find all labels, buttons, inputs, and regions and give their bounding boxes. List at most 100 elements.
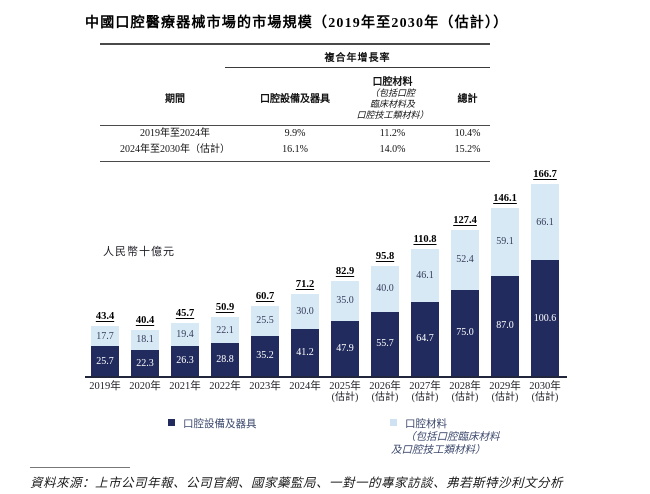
bar-segment-value: 47.9 — [336, 342, 354, 354]
cagr-group-header: 複合年增長率 — [225, 45, 490, 68]
bar-segment-value: 22.1 — [216, 324, 234, 336]
materials-legend-swatch-icon — [390, 419, 397, 426]
x-axis-tick-label: 2022年 — [209, 381, 241, 392]
bar-segment-equipment: 35.2 — [251, 335, 279, 376]
bar-segment-value: 55.7 — [376, 338, 394, 350]
bar-segment-materials: 59.1 — [491, 208, 519, 276]
bar-total-label: 95.8 — [375, 250, 395, 262]
bar-segment-materials: 30.0 — [291, 294, 319, 329]
bar-column: 40.4 18.1 22.3 — [125, 315, 165, 376]
bar-segment-value: 46.1 — [416, 269, 434, 281]
y-axis-unit-label: 人民幣十億元 — [103, 246, 175, 258]
bar-column: 95.8 40.0 55.7 — [365, 251, 405, 376]
bar-segment-value: 64.7 — [416, 333, 434, 345]
legend-equipment-label: 口腔設備及器具 — [183, 419, 257, 430]
bar-segment-equipment: 26.3 — [171, 345, 199, 376]
bar-segment-value: 75.0 — [456, 327, 474, 339]
bar-segment-materials: 18.1 — [131, 329, 159, 351]
bar-segment-materials: 46.1 — [411, 248, 439, 302]
x-axis-labels: 2019年 2020年 2021年 2022年 2023年 2024年 2025年 (估計) 2… — [85, 381, 567, 403]
table-row: 2019年至2024年 9.9% 11.2% 10.4% — [100, 126, 490, 142]
bar-column: 127.4 52.4 75.0 — [445, 215, 485, 376]
bar-total-label: 60.7 — [255, 291, 275, 303]
row2-equipment: 16.1% — [282, 144, 308, 155]
x-axis-line — [85, 376, 567, 378]
bar-segment-materials: 40.0 — [371, 265, 399, 312]
bar-segment-equipment: 47.9 — [331, 320, 359, 376]
bar-segment-materials: 52.4 — [451, 229, 479, 290]
legend-materials-label: 口腔材料 — [405, 419, 447, 430]
row1-period: 2019年至2024年 — [140, 128, 210, 139]
page-title: 中國口腔醫療器械市場的市場規模（2019年至2030年（估計）） — [85, 16, 509, 31]
bar-segment-value: 26.3 — [176, 355, 194, 367]
bar-segment-equipment: 22.3 — [131, 350, 159, 376]
bar-segment-value: 22.3 — [136, 357, 154, 369]
bar-segment-materials: 22.1 — [211, 317, 239, 343]
bar-segment-value: 87.0 — [496, 320, 514, 332]
bar-segment-equipment: 64.7 — [411, 301, 439, 376]
col-header-materials-title: 口腔材料 — [372, 77, 413, 88]
legend-materials-subline1: （包括口腔臨床材料 — [405, 432, 500, 443]
bar-total-label: 40.4 — [135, 314, 155, 326]
col-header-total: 總計 — [457, 93, 478, 105]
bar-segment-materials: 19.4 — [171, 323, 199, 346]
materials-subnote-line1: （包括口腔 — [369, 88, 415, 98]
x-axis-tick-label: 2019年 — [89, 381, 121, 392]
row1-materials: 11.2% — [379, 128, 406, 139]
source-note: 資料來源：上市公司年報、公司官網、國家藥監局、一對一的專家訪談、弗若斯特沙利文分… — [30, 476, 564, 490]
bar-total-label: 110.8 — [413, 233, 437, 245]
col-header-equipment: 口腔設備及器具 — [260, 93, 330, 105]
legend-materials-label-block: 口腔材料 （包括口腔臨床材料 及口腔技工類材料） — [391, 416, 500, 457]
col-header-materials: 口腔材料 （包括口腔 臨床材料及 口腔技工類材料） — [340, 73, 445, 121]
bar-segment-materials: 17.7 — [91, 326, 119, 347]
x-axis-tick-label: 2026年 (估計) — [369, 381, 401, 403]
bar-segment-value: 40.0 — [376, 283, 394, 295]
bar-total-label: 71.2 — [295, 279, 315, 291]
bar-segment-equipment: 41.2 — [291, 328, 319, 376]
x-axis-tick-label: 2020年 — [129, 381, 161, 392]
bar-segment-value: 35.2 — [256, 350, 274, 362]
x-axis-tick-label: 2025年 (估計) — [329, 381, 361, 403]
table-mid-rule — [100, 125, 490, 126]
materials-subnote-line2: 臨床材料及 — [369, 99, 415, 109]
bar-total-label: 45.7 — [175, 308, 195, 320]
row2-period: 2024年至2030年（估計） — [120, 144, 230, 155]
cagr-table: 複合年增長率 期間 口腔設備及器具 口腔材料 （包括口腔 臨床材料及 口腔技工類… — [100, 43, 490, 162]
table-row: 2024年至2030年（估計） 16.1% 14.0% 15.2% — [100, 142, 490, 158]
equipment-legend-swatch-icon — [168, 419, 175, 426]
bar-segment-value: 66.1 — [536, 216, 554, 228]
legend-item-materials: 口腔材料 （包括口腔臨床材料 及口腔技工類材料） — [390, 416, 500, 457]
x-axis-tick-label: 2030年 (估計) — [529, 381, 561, 403]
x-axis-tick-label: 2023年 — [249, 381, 281, 392]
table-bottom-rule — [100, 161, 490, 162]
bar-segment-equipment: 25.7 — [91, 346, 119, 376]
col-header-period: 期間 — [165, 93, 185, 105]
row1-total: 10.4% — [454, 128, 481, 139]
bar-column: 50.9 22.1 28.8 — [205, 302, 245, 376]
materials-subnote-line3: 口腔技工類材料） — [356, 110, 429, 120]
bar-segment-value: 18.1 — [136, 334, 154, 346]
bar-column: 60.7 25.5 35.2 — [245, 291, 285, 376]
bar-segment-value: 35.0 — [336, 295, 354, 307]
row2-total: 15.2% — [454, 144, 481, 155]
bar-segment-value: 41.2 — [296, 346, 314, 358]
bar-total-label: 43.4 — [95, 311, 115, 323]
bar-segment-equipment: 55.7 — [371, 311, 399, 376]
bar-column: 82.9 35.0 47.9 — [325, 266, 365, 376]
bar-segment-equipment: 87.0 — [491, 275, 519, 376]
bar-column: 146.1 59.1 87.0 — [485, 193, 525, 376]
bar-segment-value: 28.8 — [216, 353, 234, 365]
source-rule — [30, 467, 130, 468]
bar-segment-equipment: 28.8 — [211, 342, 239, 376]
bar-segment-materials: 66.1 — [531, 184, 559, 261]
bar-column: 71.2 30.0 41.2 — [285, 279, 325, 376]
bar-segment-materials: 35.0 — [331, 280, 359, 321]
bar-total-label: 146.1 — [493, 193, 517, 204]
x-axis-tick-label: 2028年 (估計) — [449, 381, 481, 403]
x-axis-tick-label: 2021年 — [169, 381, 201, 392]
bar-column: 110.8 46.1 64.7 — [405, 234, 445, 376]
bar-total-label: 50.9 — [215, 302, 235, 314]
row1-equipment: 9.9% — [284, 128, 306, 139]
bar-segment-value: 100.6 — [533, 312, 557, 324]
bar-segment-equipment: 100.6 — [531, 260, 559, 376]
